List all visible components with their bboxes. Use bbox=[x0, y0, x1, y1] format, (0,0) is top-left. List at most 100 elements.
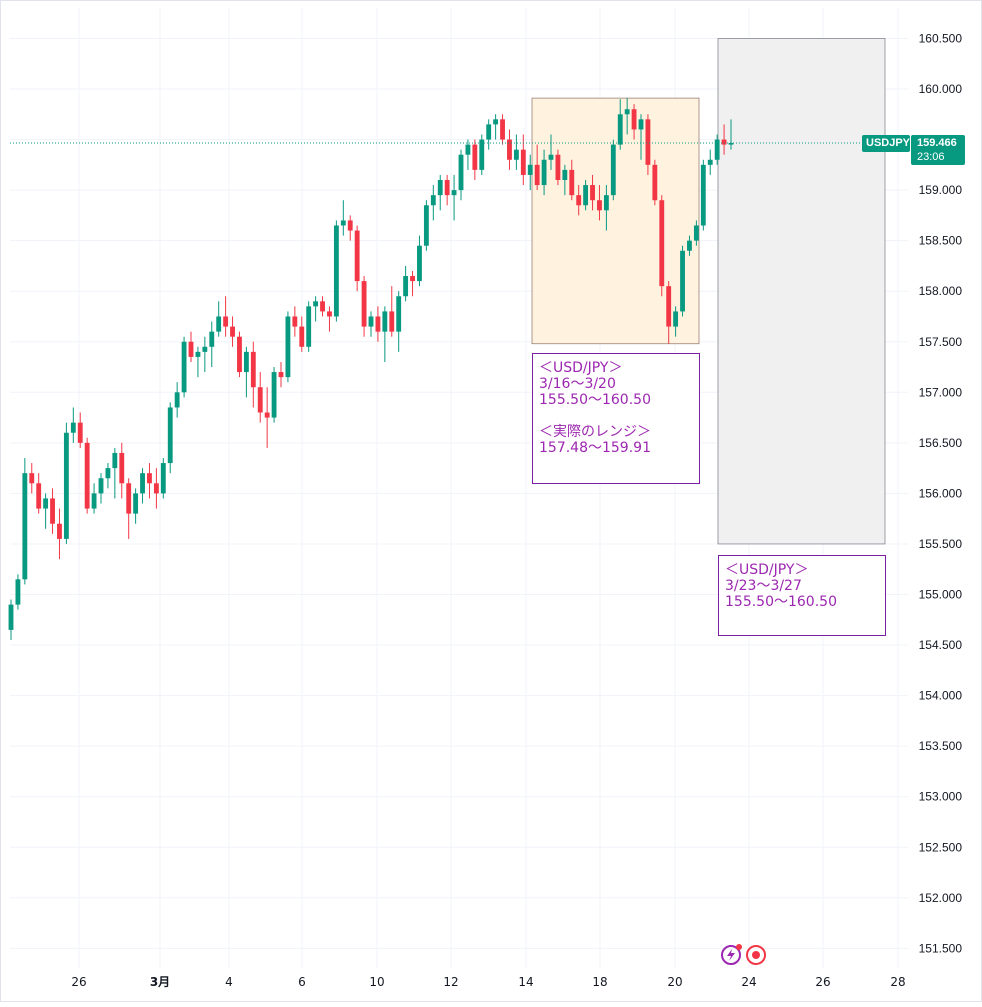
candle[interactable] bbox=[714, 139, 720, 160]
actual-range-box[interactable] bbox=[531, 97, 700, 345]
candle[interactable] bbox=[347, 220, 353, 231]
candle[interactable] bbox=[195, 351, 201, 357]
candle[interactable] bbox=[721, 139, 727, 145]
candle[interactable] bbox=[707, 159, 713, 165]
candle[interactable] bbox=[140, 473, 145, 494]
candle[interactable] bbox=[29, 473, 35, 484]
candle[interactable] bbox=[112, 452, 118, 469]
candle[interactable] bbox=[576, 195, 582, 206]
candle[interactable] bbox=[590, 185, 595, 201]
candle[interactable] bbox=[534, 164, 540, 186]
candle[interactable] bbox=[313, 301, 319, 307]
candle[interactable] bbox=[223, 316, 229, 327]
candle[interactable] bbox=[728, 142, 734, 145]
candle[interactable] bbox=[105, 468, 111, 479]
candle[interactable] bbox=[91, 493, 97, 509]
record-icon[interactable] bbox=[746, 945, 766, 965]
candle[interactable] bbox=[257, 387, 263, 413]
candle[interactable] bbox=[430, 195, 436, 206]
candle[interactable] bbox=[486, 124, 492, 140]
annotation-range-week1[interactable]: ＜USD/JPY＞ 3/16〜3/20 155.50〜160.50 ＜実際のレン… bbox=[532, 353, 700, 484]
candle[interactable] bbox=[250, 351, 256, 388]
candle[interactable] bbox=[243, 351, 249, 373]
candle[interactable] bbox=[555, 154, 561, 180]
candle[interactable] bbox=[153, 483, 159, 494]
candle[interactable] bbox=[396, 296, 402, 332]
candle[interactable] bbox=[603, 195, 609, 211]
candle[interactable] bbox=[479, 139, 485, 170]
candle[interactable] bbox=[133, 493, 139, 514]
candle[interactable] bbox=[36, 483, 42, 509]
candle[interactable] bbox=[119, 452, 125, 484]
candle[interactable] bbox=[507, 139, 512, 160]
candle[interactable] bbox=[527, 164, 533, 175]
candle[interactable] bbox=[493, 119, 499, 125]
candle[interactable] bbox=[500, 119, 505, 140]
candle[interactable] bbox=[624, 109, 630, 115]
candle[interactable] bbox=[43, 498, 49, 509]
candle[interactable] bbox=[375, 316, 381, 332]
candle[interactable] bbox=[687, 240, 692, 251]
candle[interactable] bbox=[610, 144, 616, 196]
candle[interactable] bbox=[410, 276, 415, 282]
candle[interactable] bbox=[444, 179, 450, 196]
candle[interactable] bbox=[174, 392, 180, 408]
candle[interactable] bbox=[541, 159, 547, 186]
candle[interactable] bbox=[15, 579, 21, 605]
candle[interactable] bbox=[583, 185, 589, 206]
candle[interactable] bbox=[202, 346, 208, 352]
candle[interactable] bbox=[562, 169, 568, 180]
candle[interactable] bbox=[188, 341, 194, 357]
candle[interactable] bbox=[472, 144, 478, 170]
candle[interactable] bbox=[167, 407, 173, 464]
candle[interactable] bbox=[320, 301, 325, 312]
candle[interactable] bbox=[423, 205, 429, 246]
candle[interactable] bbox=[680, 250, 685, 312]
candle[interactable] bbox=[216, 316, 222, 332]
candle[interactable] bbox=[8, 604, 14, 630]
candle[interactable] bbox=[147, 473, 152, 484]
candle[interactable] bbox=[77, 422, 83, 443]
candle[interactable] bbox=[458, 154, 464, 191]
candle[interactable] bbox=[617, 114, 623, 145]
candle[interactable] bbox=[417, 245, 422, 282]
candle[interactable] bbox=[98, 478, 104, 494]
candle[interactable] bbox=[50, 498, 55, 524]
candle[interactable] bbox=[666, 286, 672, 327]
candle[interactable] bbox=[548, 154, 554, 160]
candle[interactable] bbox=[22, 473, 28, 580]
forecast-range-box[interactable] bbox=[717, 38, 886, 545]
candle[interactable] bbox=[160, 463, 166, 494]
candle[interactable] bbox=[652, 164, 658, 201]
candle[interactable] bbox=[520, 149, 526, 175]
candle[interactable] bbox=[569, 169, 575, 196]
candle[interactable] bbox=[292, 316, 298, 327]
candle[interactable] bbox=[451, 190, 457, 196]
candle[interactable] bbox=[631, 109, 637, 130]
candle[interactable] bbox=[382, 311, 388, 332]
candle[interactable] bbox=[638, 119, 644, 130]
candle[interactable] bbox=[271, 372, 277, 418]
candle[interactable] bbox=[84, 442, 90, 509]
candle[interactable] bbox=[63, 432, 69, 539]
candle[interactable] bbox=[693, 225, 699, 241]
candle[interactable] bbox=[645, 119, 651, 165]
candle[interactable] bbox=[361, 281, 367, 327]
candle[interactable] bbox=[465, 144, 471, 155]
candle[interactable] bbox=[389, 311, 395, 332]
candle[interactable] bbox=[368, 316, 374, 327]
candle[interactable] bbox=[306, 306, 312, 347]
candle[interactable] bbox=[299, 326, 305, 347]
candle[interactable] bbox=[513, 149, 519, 160]
candle[interactable] bbox=[437, 179, 443, 196]
candle[interactable] bbox=[237, 336, 242, 373]
candle[interactable] bbox=[285, 316, 291, 378]
candle[interactable] bbox=[340, 220, 346, 226]
candle[interactable] bbox=[673, 311, 679, 327]
candle[interactable] bbox=[70, 422, 76, 433]
candle[interactable] bbox=[659, 200, 665, 287]
candle[interactable] bbox=[327, 311, 332, 317]
candle[interactable] bbox=[264, 412, 270, 418]
